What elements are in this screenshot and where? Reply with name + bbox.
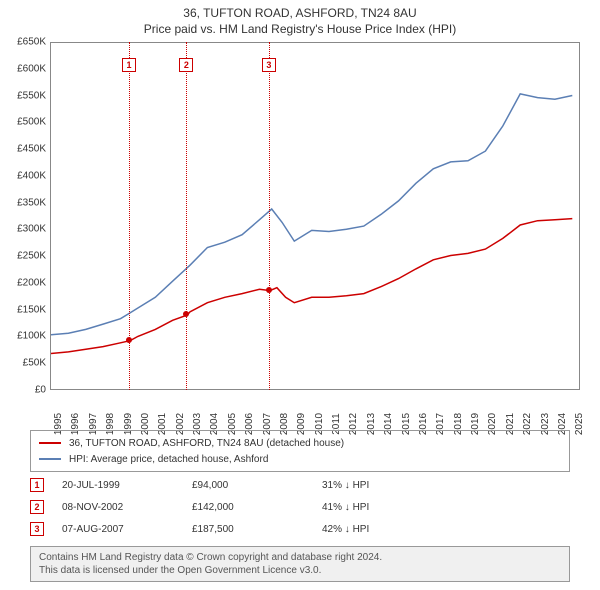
- footer-line-2: This data is licensed under the Open Gov…: [39, 564, 561, 577]
- event-row-1: 1 20-JUL-1999 £94,000 31% ↓ HPI: [30, 474, 570, 496]
- event-row-3: 3 07-AUG-2007 £187,500 42% ↓ HPI: [30, 518, 570, 540]
- y-tick-label: £300K: [0, 224, 46, 235]
- legend-label-hpi: HPI: Average price, detached house, Ashf…: [69, 454, 268, 465]
- x-tick-label: 2025: [574, 413, 585, 435]
- event-date-3: 07-AUG-2007: [62, 524, 192, 535]
- y-tick-label: £50K: [0, 358, 46, 369]
- y-tick-label: £550K: [0, 90, 46, 101]
- title-line-1: 36, TUFTON ROAD, ASHFORD, TN24 8AU: [0, 6, 600, 22]
- event-marker-2: 2: [30, 500, 44, 514]
- legend-swatch-hpi: [39, 458, 61, 460]
- y-tick-label: £600K: [0, 63, 46, 74]
- event-diff-1: 31% ↓ HPI: [322, 480, 452, 491]
- event-dot: [266, 287, 272, 293]
- event-vline: [186, 42, 187, 390]
- legend-item-hpi: HPI: Average price, detached house, Ashf…: [39, 451, 561, 467]
- title-line-2: Price paid vs. HM Land Registry's House …: [0, 22, 600, 38]
- y-tick-label: £250K: [0, 251, 46, 262]
- event-diff-3: 42% ↓ HPI: [322, 524, 452, 535]
- y-tick-label: £650K: [0, 37, 46, 48]
- y-tick-label: £150K: [0, 304, 46, 315]
- y-tick-label: £450K: [0, 144, 46, 155]
- title-block: 36, TUFTON ROAD, ASHFORD, TN24 8AU Price…: [0, 0, 600, 37]
- legend-label-price-paid: 36, TUFTON ROAD, ASHFORD, TN24 8AU (deta…: [69, 438, 344, 449]
- event-price-1: £94,000: [192, 480, 322, 491]
- event-marker-box: 1: [122, 58, 136, 72]
- event-diff-2: 41% ↓ HPI: [322, 502, 452, 513]
- event-marker-box: 2: [179, 58, 193, 72]
- y-tick-label: £500K: [0, 117, 46, 128]
- event-marker-box: 3: [262, 58, 276, 72]
- legend: 36, TUFTON ROAD, ASHFORD, TN24 8AU (deta…: [30, 430, 570, 472]
- footer: Contains HM Land Registry data © Crown c…: [30, 546, 570, 582]
- event-price-3: £187,500: [192, 524, 322, 535]
- event-dot: [126, 337, 132, 343]
- chart-container: 36, TUFTON ROAD, ASHFORD, TN24 8AU Price…: [0, 0, 600, 590]
- event-marker-3: 3: [30, 522, 44, 536]
- event-date-1: 20-JUL-1999: [62, 480, 192, 491]
- y-tick-label: £100K: [0, 331, 46, 342]
- event-date-2: 08-NOV-2002: [62, 502, 192, 513]
- legend-item-price-paid: 36, TUFTON ROAD, ASHFORD, TN24 8AU (deta…: [39, 435, 561, 451]
- legend-swatch-price-paid: [39, 442, 61, 444]
- event-dot: [183, 311, 189, 317]
- y-tick-label: £200K: [0, 277, 46, 288]
- event-vline: [269, 42, 270, 390]
- event-row-2: 2 08-NOV-2002 £142,000 41% ↓ HPI: [30, 496, 570, 518]
- y-tick-label: £0: [0, 385, 46, 396]
- events-table: 1 20-JUL-1999 £94,000 31% ↓ HPI 2 08-NOV…: [30, 474, 570, 540]
- event-marker-1: 1: [30, 478, 44, 492]
- footer-line-1: Contains HM Land Registry data © Crown c…: [39, 551, 561, 564]
- y-tick-label: £400K: [0, 170, 46, 181]
- event-price-2: £142,000: [192, 502, 322, 513]
- y-tick-label: £350K: [0, 197, 46, 208]
